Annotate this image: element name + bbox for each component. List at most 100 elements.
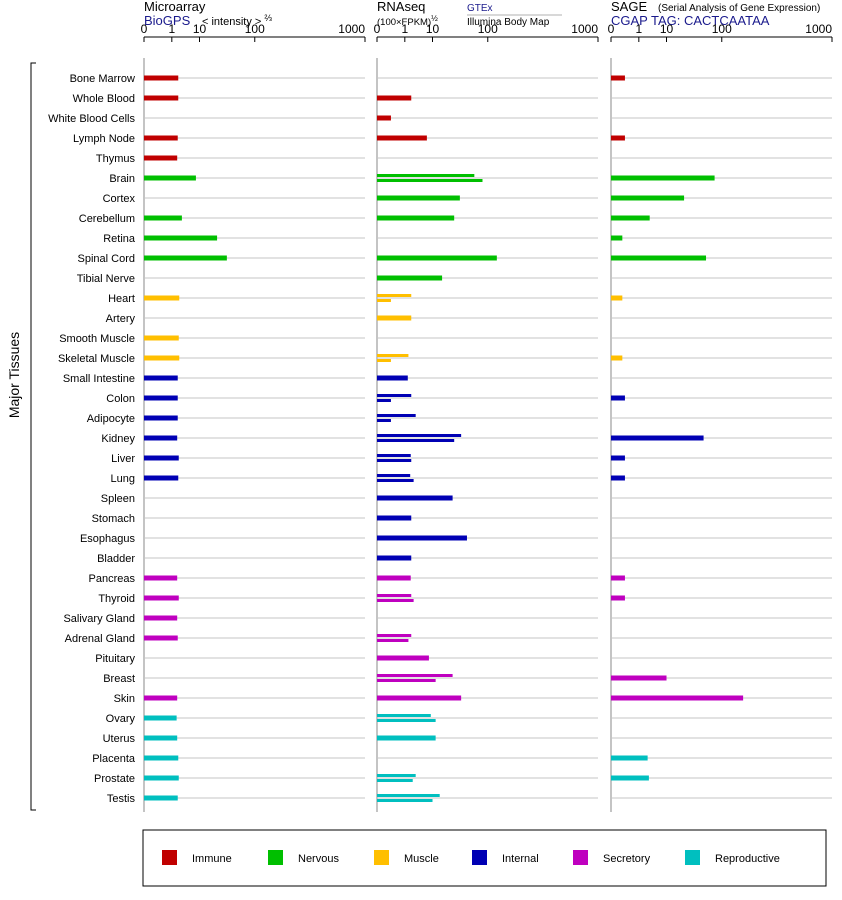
bar-2-0-25 — [611, 575, 625, 581]
tissue-label: Artery — [106, 313, 136, 325]
bar-0-0-35 — [144, 775, 179, 781]
tissue-label: Bone Marrow — [70, 73, 135, 85]
bar-0-0-0 — [144, 75, 179, 81]
bar-1-1-20 — [377, 479, 414, 482]
bar-1-0-36 — [377, 794, 440, 797]
bar-0-0-13 — [144, 335, 179, 341]
tissue-label: Bladder — [97, 553, 135, 565]
bar-0-0-17 — [144, 415, 178, 421]
tissue-label: Cerebellum — [79, 213, 135, 225]
tissue-label: Breast — [103, 673, 135, 685]
series-label-gtex: GTEx — [467, 3, 493, 14]
bar-0-0-7 — [144, 215, 182, 221]
bar-0-0-14 — [144, 355, 180, 361]
x-tick-label: 1000 — [805, 22, 832, 36]
tissue-label: Whole Blood — [73, 93, 135, 105]
legend-label-secretory: Secretory — [603, 853, 651, 865]
tissue-label: Retina — [103, 233, 136, 245]
bar-2-0-16 — [611, 395, 625, 401]
bar-1-1-14 — [377, 359, 391, 362]
tissue-label: Pancreas — [89, 573, 136, 585]
legend-swatch-nervous — [268, 850, 283, 865]
tissue-label: Lymph Node — [73, 133, 135, 145]
bar-1-0-28 — [377, 634, 412, 637]
bar-0-0-11 — [144, 295, 180, 301]
bar-1-1-16 — [377, 399, 391, 402]
legend-label-internal: Internal — [502, 853, 539, 865]
legend-swatch-immune — [162, 850, 177, 865]
x-tick-label: 100 — [245, 22, 265, 36]
bar-2-0-26 — [611, 595, 625, 601]
bar-0-0-28 — [144, 635, 178, 641]
tissue-label: Adipocyte — [87, 413, 135, 425]
panel-annotation: (Serial Analysis of Gene Expression) — [658, 3, 820, 14]
tissue-label: Stomach — [92, 513, 135, 525]
bar-1-1-30 — [377, 679, 436, 682]
panel-annotation: (100×FPKM)½ — [377, 14, 438, 28]
bar-1-1-17 — [377, 419, 391, 422]
panel-subtitle: CGAP TAG: CACTCAATAA — [611, 13, 770, 28]
legend-swatch-reproductive — [685, 850, 700, 865]
x-tick-label: 10 — [193, 22, 207, 36]
bar-1-1-28 — [377, 639, 409, 642]
x-tick-label: 100 — [712, 22, 732, 36]
bar-2-0-3 — [611, 135, 625, 141]
bar-1-0-2 — [377, 115, 391, 121]
bar-1-0-17 — [377, 414, 416, 417]
bar-2-0-0 — [611, 75, 625, 81]
tissue-label: Salivary Gland — [63, 613, 135, 625]
tissue-label: Small Intestine — [63, 373, 135, 385]
bar-0-0-32 — [144, 715, 177, 721]
legend-swatch-muscle — [374, 850, 389, 865]
bar-0-0-27 — [144, 615, 178, 621]
bar-2-0-35 — [611, 775, 649, 781]
tissue-label: Skeletal Muscle — [58, 353, 135, 365]
bar-1-0-23 — [377, 535, 467, 541]
bar-2-0-31 — [611, 695, 744, 701]
bar-0-0-33 — [144, 735, 178, 741]
tissue-label: Prostate — [94, 773, 135, 785]
tissue-label: Esophagus — [80, 533, 136, 545]
tissue-label: Thymus — [96, 153, 136, 165]
bar-1-0-12 — [377, 315, 412, 321]
bar-2-0-8 — [611, 235, 623, 241]
panel-title: Microarray — [144, 0, 206, 14]
tissue-label: Uterus — [103, 733, 136, 745]
y-axis-bracket — [30, 62, 36, 811]
bar-1-0-6 — [377, 195, 460, 201]
x-tick-label: 0 — [374, 22, 381, 36]
bar-1-0-35 — [377, 774, 416, 777]
x-tick-label: 10 — [660, 22, 674, 36]
panel-annotation: < intensity > ⅔ — [202, 13, 272, 28]
bar-0-0-31 — [144, 695, 178, 701]
x-tick-label: 10 — [426, 22, 440, 36]
tissue-label: Tibial Nerve — [77, 273, 135, 285]
x-tick-label: 100 — [478, 22, 498, 36]
tissue-label: Lung — [111, 473, 135, 485]
bar-1-0-25 — [377, 575, 411, 581]
bar-1-0-3 — [377, 135, 427, 141]
x-tick-label: 0 — [608, 22, 615, 36]
tissue-label: Cortex — [103, 193, 136, 205]
tissue-label: Ovary — [106, 713, 136, 725]
legend-label-reproductive: Reproductive — [715, 853, 780, 865]
bar-1-0-15 — [377, 375, 408, 381]
bar-0-0-36 — [144, 795, 178, 801]
bar-1-1-19 — [377, 459, 412, 462]
bar-1-0-32 — [377, 714, 431, 717]
panel-title: RNAseq — [377, 0, 425, 14]
bar-2-0-19 — [611, 455, 625, 461]
bar-1-1-33 — [377, 735, 436, 741]
panel-subtitle: BioGPS — [144, 13, 191, 28]
legend-label-immune: Immune — [192, 853, 232, 865]
bar-1-1-32 — [377, 719, 436, 722]
bar-1-1-11 — [377, 299, 391, 302]
bar-1-0-26 — [377, 594, 412, 597]
tissue-label: Pituitary — [95, 653, 135, 665]
bar-1-1-36 — [377, 799, 433, 802]
bar-1-0-19 — [377, 454, 411, 457]
bar-1-0-31 — [377, 695, 462, 701]
tissue-label: Colon — [106, 393, 135, 405]
tissue-label: Skin — [114, 693, 135, 705]
bar-1-0-30 — [377, 674, 453, 677]
